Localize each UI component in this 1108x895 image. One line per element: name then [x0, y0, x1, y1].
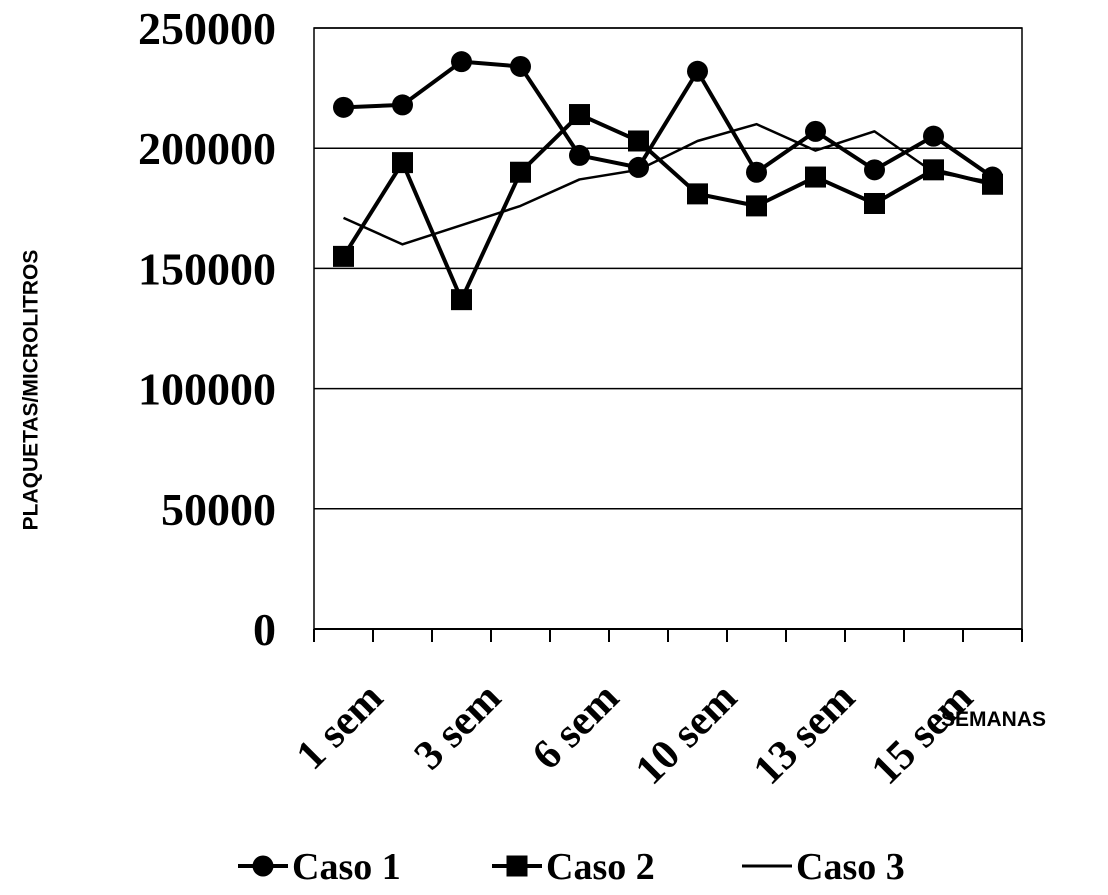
series-2-point — [569, 104, 590, 126]
series-2-point — [805, 166, 826, 188]
series-1-point — [805, 120, 826, 142]
x-tick-label: 15 sem — [863, 675, 982, 794]
y-axis-label: PLAQUETAS/MICROLITROS — [20, 250, 43, 531]
series-1-point — [864, 159, 885, 181]
series-2-point — [864, 192, 885, 214]
series-2-point — [451, 289, 472, 311]
x-tick-label: 3 sem — [406, 675, 510, 779]
y-axis: 0 50000 100000 150000 200000 250000 — [138, 3, 276, 655]
y-tick-label: 200000 — [138, 123, 276, 174]
series-2-point — [982, 173, 1003, 195]
series-2-point — [923, 159, 944, 181]
legend-label-1: Caso 1 — [292, 846, 401, 888]
series-layer — [333, 51, 1003, 311]
legend-label-3: Caso 3 — [796, 846, 905, 888]
series-2-point — [687, 183, 708, 205]
series-1-point — [392, 94, 413, 116]
y-tick-label: 150000 — [138, 243, 276, 294]
series-2-point — [628, 130, 649, 152]
legend: Caso 1 Caso 2 Caso 3 — [238, 846, 905, 888]
x-tick-label: 1 sem — [288, 675, 392, 779]
series-1-point — [510, 55, 531, 77]
y-tick-label: 50000 — [161, 484, 276, 535]
y-tick-label: 100000 — [138, 364, 276, 415]
legend-marker-square — [506, 855, 528, 877]
legend-label-2: Caso 2 — [546, 846, 655, 888]
x-tick-label: 13 sem — [745, 675, 864, 794]
x-tick-label: 10 sem — [627, 675, 746, 794]
series-2-point — [746, 195, 767, 217]
y-tick-label: 250000 — [138, 3, 276, 54]
series-1-point — [923, 125, 944, 147]
series-line-2 — [341, 112, 993, 302]
series-line-1 — [343, 59, 994, 179]
series-1-point — [687, 60, 708, 82]
series-2-point — [333, 245, 354, 267]
gridlines — [314, 27, 1022, 510]
legend-marker-circle — [252, 855, 274, 877]
series-1-point — [569, 144, 590, 166]
series-1-point — [628, 156, 649, 178]
series-2-point — [392, 152, 413, 174]
series-1-point — [451, 51, 472, 73]
x-tick-label: 6 sem — [524, 675, 628, 779]
x-axis-label: SEMANAS — [941, 708, 1046, 731]
series-1-point — [746, 161, 767, 183]
series-2-point — [510, 161, 531, 183]
y-tick-label: 0 — [253, 604, 276, 655]
series-line-3 — [342, 122, 993, 246]
series-1-point — [333, 96, 354, 118]
